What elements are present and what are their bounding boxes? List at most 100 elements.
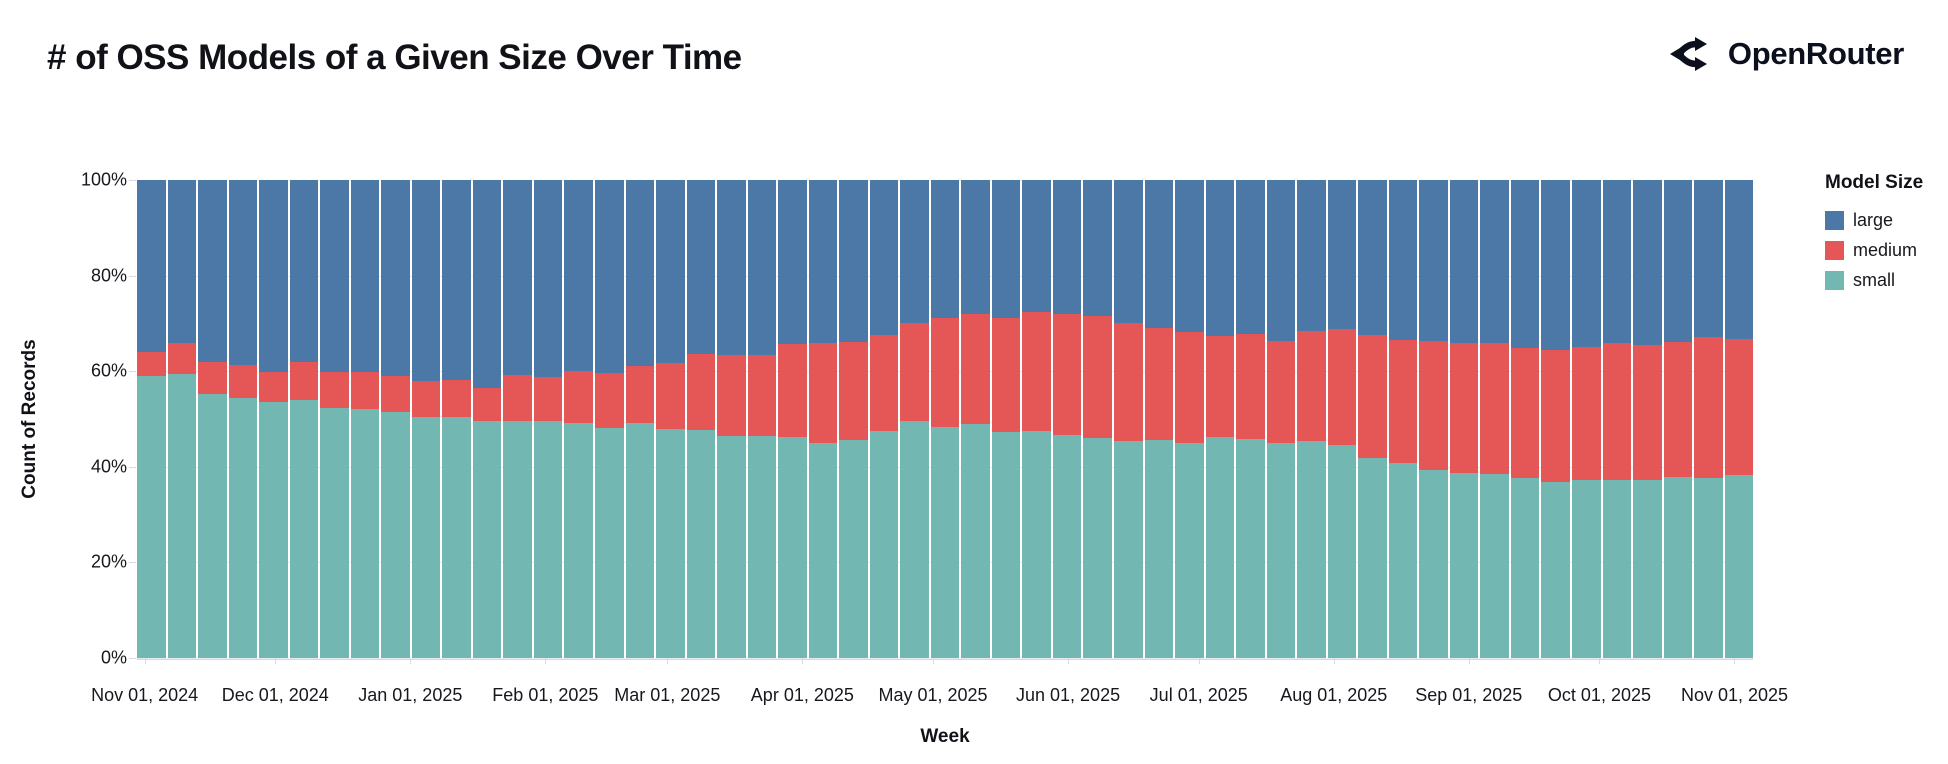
bar-week-jul-18-2025[interactable]	[1266, 180, 1296, 658]
bar-segment-medium[interactable]	[1602, 342, 1632, 481]
bar-segment-large[interactable]	[1419, 180, 1448, 342]
bar-segment-large[interactable]	[808, 180, 838, 344]
bar-segment-small[interactable]	[1083, 438, 1112, 658]
bar-segment-small[interactable]	[167, 374, 197, 658]
bar-segment-medium[interactable]	[1297, 331, 1326, 441]
bar-week-nov-22-2024[interactable]	[228, 180, 258, 658]
bar-segment-small[interactable]	[1510, 477, 1540, 658]
bar-segment-small[interactable]	[472, 421, 502, 658]
bar-week-nov-01-2024[interactable]	[137, 180, 166, 658]
bar-week-jul-11-2025[interactable]	[1236, 180, 1265, 658]
bar-segment-large[interactable]	[869, 180, 899, 335]
bar-week-apr-18-2025[interactable]	[869, 180, 899, 658]
bar-segment-large[interactable]	[1205, 180, 1235, 336]
bar-segment-large[interactable]	[1633, 180, 1662, 346]
bar-segment-medium[interactable]	[594, 373, 624, 428]
bar-segment-medium[interactable]	[930, 317, 960, 427]
bar-segment-small[interactable]	[1602, 480, 1632, 658]
bar-segment-medium[interactable]	[1571, 347, 1601, 480]
bar-segment-small[interactable]	[1358, 458, 1387, 658]
bar-week-jun-06-2025[interactable]	[1083, 180, 1112, 658]
bar-segment-medium[interactable]	[320, 372, 349, 408]
bar-segment-large[interactable]	[1175, 180, 1204, 332]
bar-segment-small[interactable]	[533, 421, 563, 658]
bar-week-may-16-2025[interactable]	[991, 180, 1021, 658]
bar-segment-large[interactable]	[1358, 180, 1387, 335]
bar-week-jun-20-2025[interactable]	[1144, 180, 1174, 658]
bar-segment-large[interactable]	[1541, 180, 1570, 351]
bar-segment-medium[interactable]	[1663, 342, 1693, 477]
bar-segment-large[interactable]	[1083, 180, 1112, 316]
bar-segment-medium[interactable]	[1388, 340, 1418, 464]
bar-week-may-23-2025[interactable]	[1022, 180, 1051, 658]
bar-segment-small[interactable]	[350, 408, 380, 658]
bar-segment-medium[interactable]	[1541, 350, 1570, 482]
bar-segment-large[interactable]	[533, 180, 563, 377]
bar-week-mar-14-2025[interactable]	[717, 180, 746, 658]
bar-segment-large[interactable]	[900, 180, 929, 324]
bar-week-may-02-2025[interactable]	[930, 180, 960, 658]
bar-segment-small[interactable]	[656, 429, 685, 658]
bar-segment-small[interactable]	[808, 442, 838, 658]
bar-segment-large[interactable]	[289, 180, 319, 363]
bar-segment-small[interactable]	[1480, 474, 1509, 658]
bar-segment-medium[interactable]	[1724, 338, 1754, 476]
bar-week-jan-31-2025[interactable]	[533, 180, 563, 658]
bar-segment-large[interactable]	[1297, 180, 1326, 332]
bar-segment-medium[interactable]	[1694, 336, 1723, 478]
bar-week-may-09-2025[interactable]	[961, 180, 990, 658]
bar-segment-large[interactable]	[198, 180, 227, 362]
bar-week-feb-28-2025[interactable]	[656, 180, 685, 658]
bar-week-jul-25-2025[interactable]	[1297, 180, 1326, 658]
bar-segment-small[interactable]	[594, 427, 624, 658]
bar-segment-medium[interactable]	[625, 365, 655, 424]
bar-segment-medium[interactable]	[198, 361, 227, 394]
bar-segment-medium[interactable]	[350, 372, 380, 409]
bar-week-nov-08-2024[interactable]	[167, 180, 197, 658]
bar-segment-large[interactable]	[320, 180, 349, 373]
bar-segment-medium[interactable]	[137, 352, 166, 376]
bar-segment-medium[interactable]	[503, 374, 532, 422]
bar-segment-large[interactable]	[503, 180, 532, 375]
bar-week-mar-28-2025[interactable]	[778, 180, 807, 658]
bar-segment-large[interactable]	[656, 180, 685, 364]
bar-segment-small[interactable]	[411, 416, 441, 658]
bar-week-aug-29-2025[interactable]	[1449, 180, 1479, 658]
bar-segment-small[interactable]	[1419, 469, 1448, 658]
bar-segment-small[interactable]	[869, 431, 899, 658]
bar-segment-small[interactable]	[259, 402, 288, 658]
bar-week-mar-07-2025[interactable]	[686, 180, 716, 658]
bar-week-apr-11-2025[interactable]	[839, 180, 868, 658]
bar-segment-small[interactable]	[1175, 442, 1204, 658]
bar-segment-small[interactable]	[1114, 441, 1143, 658]
bar-week-aug-01-2025[interactable]	[1327, 180, 1357, 658]
bar-week-dec-27-2024[interactable]	[381, 180, 410, 658]
bar-segment-large[interactable]	[1602, 180, 1632, 343]
bar-week-dec-13-2024[interactable]	[320, 180, 349, 658]
bar-segment-medium[interactable]	[1144, 327, 1174, 441]
bar-week-sep-19-2025[interactable]	[1541, 180, 1570, 658]
bar-segment-large[interactable]	[686, 180, 716, 355]
bar-segment-medium[interactable]	[991, 317, 1021, 432]
bar-week-dec-06-2024[interactable]	[289, 180, 319, 658]
bar-week-jan-10-2025[interactable]	[442, 180, 471, 658]
bar-week-jan-03-2025[interactable]	[411, 180, 441, 658]
bar-segment-small[interactable]	[228, 398, 258, 658]
bar-week-oct-17-2025[interactable]	[1663, 180, 1693, 658]
bar-week-feb-14-2025[interactable]	[594, 180, 624, 658]
bar-segment-large[interactable]	[442, 180, 471, 380]
bar-segment-large[interactable]	[228, 180, 258, 366]
bar-segment-small[interactable]	[1633, 479, 1662, 658]
bar-week-oct-03-2025[interactable]	[1602, 180, 1632, 658]
bar-segment-medium[interactable]	[289, 362, 319, 400]
bar-segment-medium[interactable]	[411, 380, 441, 417]
bar-segment-small[interactable]	[1022, 431, 1051, 658]
bar-week-jan-17-2025[interactable]	[472, 180, 502, 658]
bar-segment-large[interactable]	[930, 180, 960, 318]
bar-segment-large[interactable]	[167, 180, 197, 344]
bar-segment-large[interactable]	[1327, 180, 1357, 330]
bar-segment-small[interactable]	[778, 437, 807, 658]
bar-segment-small[interactable]	[1724, 475, 1754, 658]
bar-segment-large[interactable]	[1510, 180, 1540, 348]
bar-segment-medium[interactable]	[686, 354, 716, 431]
